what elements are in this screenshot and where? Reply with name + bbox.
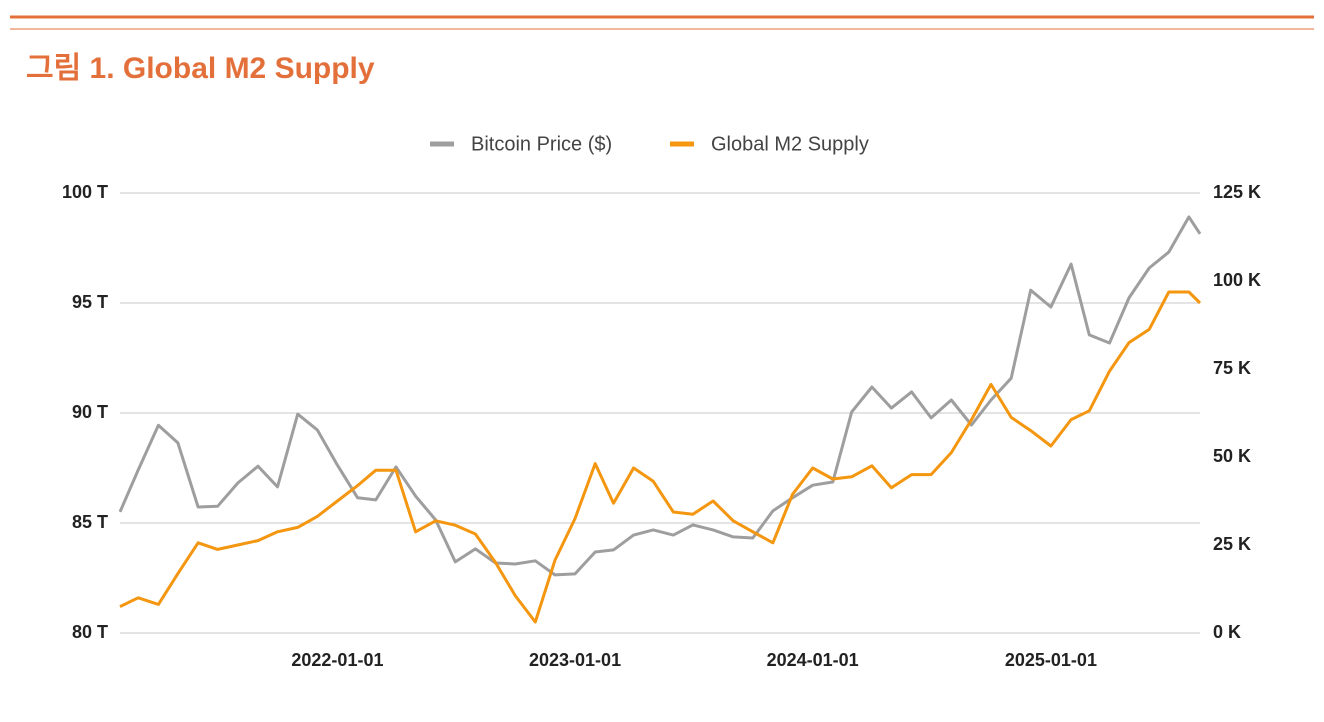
y-tick-label: 90 T [72, 402, 108, 422]
y2-tick-label: 125 K [1213, 182, 1261, 202]
chart-title: 그림 1. Global M2 Supply [26, 52, 375, 85]
legend-label: Global M2 Supply [711, 133, 869, 155]
series-line [119, 290, 1202, 624]
y2-tick-label: 75 K [1213, 358, 1251, 378]
x-tick-label: 2022-01-01 [291, 650, 383, 670]
x-tick-label: 2023-01-01 [529, 650, 621, 670]
legend-label: Bitcoin Price ($) [471, 133, 612, 155]
y-tick-label: 80 T [72, 622, 108, 642]
y2-tick-label: 0 K [1213, 622, 1241, 642]
y2-tick-label: 25 K [1213, 534, 1251, 554]
y-tick-label: 85 T [72, 512, 108, 532]
x-tick-label: 2025-01-01 [1005, 650, 1097, 670]
y2-tick-label: 100 K [1213, 270, 1261, 290]
x-tick-label: 2024-01-01 [767, 650, 859, 670]
y-tick-label: 100 T [62, 182, 108, 202]
series-line [118, 215, 1202, 577]
y-tick-label: 95 T [72, 292, 108, 312]
y2-tick-label: 50 K [1213, 446, 1251, 466]
